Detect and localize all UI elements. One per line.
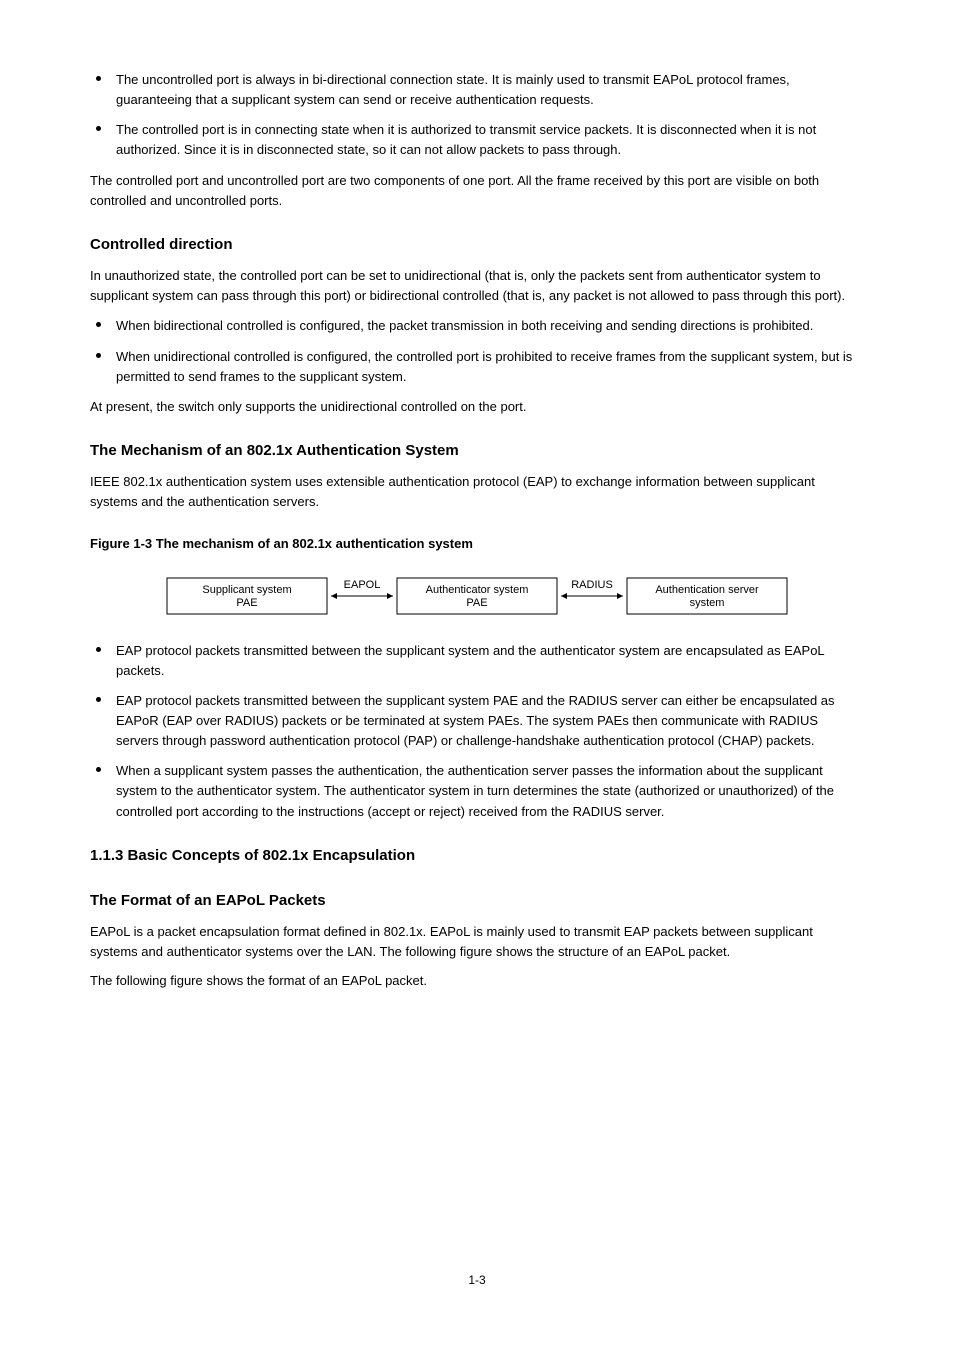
svg-text:RADIUS: RADIUS — [571, 579, 613, 591]
bullets-direction: When bidirectional controlled is configu… — [90, 316, 864, 386]
svg-text:EAPOL: EAPOL — [344, 579, 381, 591]
figure-caption: Figure 1-3 The mechanism of an 802.1x au… — [90, 534, 864, 554]
bullet-text: When unidirectional controlled is config… — [116, 349, 852, 384]
paragraph: In unauthorized state, the controlled po… — [90, 266, 864, 306]
heading-controlled-direction: Controlled direction — [90, 233, 864, 256]
list-item: EAP protocol packets transmitted between… — [90, 641, 864, 681]
list-item: The controlled port is in connecting sta… — [90, 120, 864, 160]
page: The uncontrolled port is always in bi-di… — [90, 70, 864, 1320]
list-item: EAP protocol packets transmitted between… — [90, 691, 864, 751]
svg-text:Authentication server: Authentication server — [655, 584, 759, 596]
heading-basic-concepts: 1.1.3 Basic Concepts of 802.1x Encapsula… — [90, 844, 864, 867]
paragraph: The following figure shows the format of… — [90, 971, 864, 991]
diagram-svg: Supplicant systemPAEAuthenticator system… — [157, 571, 797, 621]
bullet-text: When a supplicant system passes the auth… — [116, 763, 834, 818]
svg-text:Supplicant system: Supplicant system — [202, 584, 291, 596]
paragraph: At present, the switch only supports the… — [90, 397, 864, 417]
bullet-text: The controlled port is in connecting sta… — [116, 122, 816, 157]
paragraph: The controlled port and uncontrolled por… — [90, 171, 864, 211]
bullets-controlled-port: The uncontrolled port is always in bi-di… — [90, 70, 864, 161]
list-item: When a supplicant system passes the auth… — [90, 761, 864, 821]
list-item: The uncontrolled port is always in bi-di… — [90, 70, 864, 110]
heading-eapol-format: The Format of an EAPoL Packets — [90, 889, 864, 912]
svg-text:Authenticator system: Authenticator system — [426, 584, 529, 596]
bullets-eap: EAP protocol packets transmitted between… — [90, 641, 864, 822]
svg-text:system: system — [690, 597, 725, 609]
page-number: 1-3 — [468, 1271, 485, 1290]
bullet-text: When bidirectional controlled is configu… — [116, 318, 813, 333]
bullet-text: The uncontrolled port is always in bi-di… — [116, 72, 790, 107]
paragraph: EAPoL is a packet encapsulation format d… — [90, 922, 864, 962]
svg-text:PAE: PAE — [466, 597, 487, 609]
paragraph: IEEE 802.1x authentication system uses e… — [90, 472, 864, 512]
bullet-text: EAP protocol packets transmitted between… — [116, 643, 824, 678]
list-item: When bidirectional controlled is configu… — [90, 316, 864, 336]
list-item: When unidirectional controlled is config… — [90, 347, 864, 387]
heading-auth-mechanism: The Mechanism of an 802.1x Authenticatio… — [90, 439, 864, 462]
bullet-text: EAP protocol packets transmitted between… — [116, 693, 835, 748]
svg-text:PAE: PAE — [236, 597, 257, 609]
auth-mechanism-diagram: Supplicant systemPAEAuthenticator system… — [90, 561, 864, 631]
